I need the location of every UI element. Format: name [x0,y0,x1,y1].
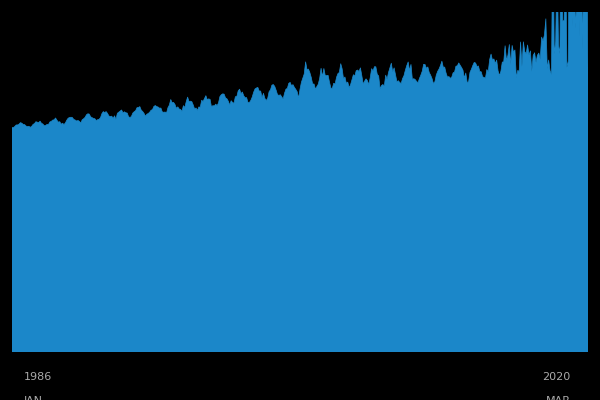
Text: 1986: 1986 [23,372,52,382]
Text: JAN: JAN [23,396,43,400]
Text: MAR: MAR [546,396,571,400]
Text: 2020: 2020 [542,372,571,382]
